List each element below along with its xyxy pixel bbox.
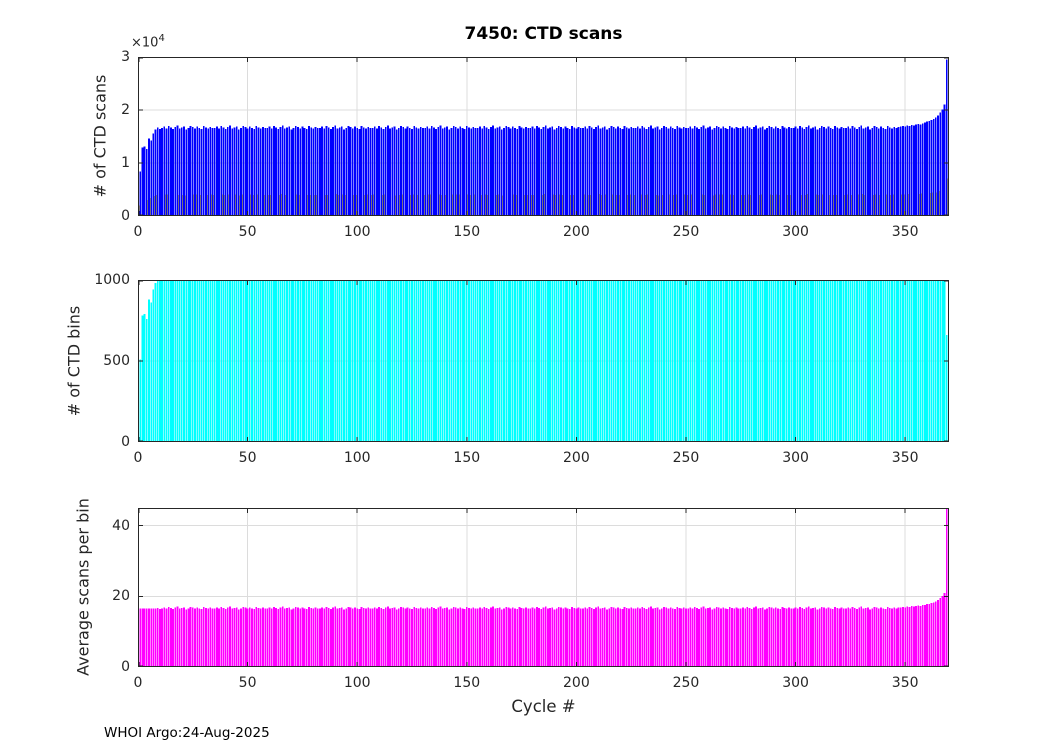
x-tick-label: 200	[563, 675, 590, 691]
x-tick-label: 350	[891, 675, 919, 691]
x-tick-label: 200	[563, 224, 590, 240]
x-tick-label: 50	[238, 224, 257, 240]
y-tick-label: 20	[112, 588, 130, 605]
x-tick-label: 150	[453, 675, 481, 691]
y-axis-multiplier: ×104	[131, 33, 165, 51]
x-tick-label: 150	[453, 224, 481, 240]
y-tick-label: 40	[112, 517, 130, 534]
x-tick-label: 250	[672, 450, 700, 466]
x-tick-label: 100	[343, 450, 371, 466]
ctd-bins-chart	[138, 280, 949, 442]
ctd-scans-chart	[138, 57, 949, 216]
x-tick-label: 350	[891, 450, 919, 466]
y-tick-label: 3	[121, 49, 130, 65]
x-tick-label: 0	[133, 675, 143, 691]
avg-scans-chart	[138, 508, 949, 667]
x-tick-label: 50	[238, 675, 257, 691]
x-tick-label: 350	[891, 224, 919, 240]
x-tick-label: 0	[133, 450, 143, 466]
x-tick-label: 50	[238, 450, 257, 466]
x-tick-label: 300	[782, 224, 809, 240]
x-tick-label: 0	[133, 224, 143, 240]
y-tick-label: 2	[121, 102, 130, 118]
x-tick-label: 200	[563, 450, 590, 466]
x-tick-label: 150	[453, 450, 481, 466]
x-tick-label: 250	[672, 224, 700, 240]
x-tick-label: 300	[782, 675, 809, 691]
x-tick-label: 100	[343, 675, 371, 691]
x-tick-label: 300	[782, 450, 809, 466]
chart-title: 7450: CTD scans	[464, 24, 623, 44]
y-tick-label: 1000	[94, 272, 130, 288]
y-axis-label-scans: # of CTD scans	[90, 74, 110, 198]
x-tick-label: 100	[343, 224, 371, 240]
y-tick-label: 0	[121, 208, 130, 224]
y-tick-label: 0	[121, 659, 130, 675]
footer-text: WHOI Argo:24-Aug-2025	[104, 725, 270, 741]
y-tick-label: 1	[121, 155, 130, 171]
y-tick-label: 500	[103, 353, 130, 369]
x-tick-label: 250	[672, 675, 700, 691]
x-axis-label: Cycle #	[511, 697, 576, 716]
y-tick-label: 0	[121, 434, 130, 450]
